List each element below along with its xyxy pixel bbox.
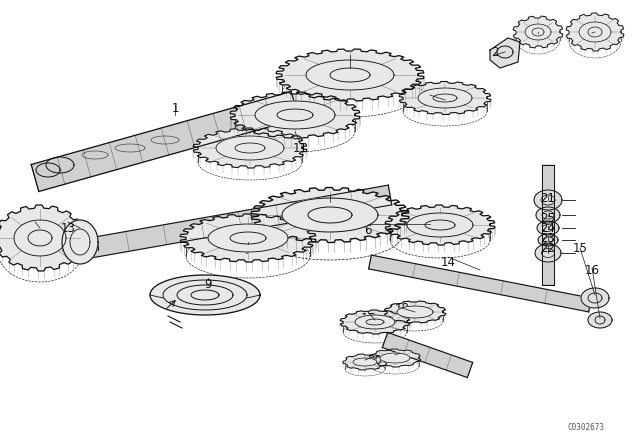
Polygon shape — [62, 220, 98, 264]
Polygon shape — [14, 220, 66, 256]
Polygon shape — [380, 353, 410, 363]
Polygon shape — [588, 312, 612, 328]
Polygon shape — [542, 165, 554, 285]
Polygon shape — [343, 354, 387, 370]
Text: 5: 5 — [326, 202, 333, 215]
Text: 13: 13 — [61, 221, 76, 234]
Polygon shape — [534, 190, 562, 210]
Text: 4: 4 — [588, 26, 596, 39]
Polygon shape — [537, 221, 559, 235]
Polygon shape — [31, 91, 299, 191]
Polygon shape — [581, 288, 609, 308]
Text: 8: 8 — [346, 69, 354, 82]
Text: 10: 10 — [422, 91, 437, 104]
Polygon shape — [216, 136, 284, 160]
Text: C0302673: C0302673 — [568, 423, 605, 432]
Text: 18: 18 — [395, 302, 410, 314]
Polygon shape — [385, 205, 495, 245]
Text: 7: 7 — [244, 244, 252, 257]
Text: 11: 11 — [292, 142, 307, 155]
Text: 2: 2 — [492, 46, 499, 59]
Polygon shape — [525, 24, 551, 40]
Polygon shape — [150, 275, 260, 315]
Text: 20: 20 — [367, 353, 383, 366]
Polygon shape — [535, 244, 561, 262]
Polygon shape — [407, 213, 473, 237]
Polygon shape — [397, 306, 433, 318]
Text: 19: 19 — [392, 352, 408, 365]
Polygon shape — [369, 349, 420, 367]
Text: 23: 23 — [541, 232, 556, 245]
Polygon shape — [208, 224, 288, 252]
Polygon shape — [490, 38, 520, 68]
Text: 6: 6 — [364, 224, 372, 237]
Polygon shape — [251, 188, 409, 242]
Polygon shape — [306, 60, 394, 90]
Text: 3: 3 — [534, 23, 541, 36]
Text: 9: 9 — [204, 279, 212, 292]
Polygon shape — [255, 101, 335, 129]
Text: 22: 22 — [541, 241, 556, 254]
Polygon shape — [566, 13, 624, 51]
Text: 17: 17 — [360, 311, 376, 324]
Polygon shape — [399, 82, 491, 115]
Polygon shape — [384, 301, 445, 323]
Polygon shape — [282, 198, 378, 232]
Polygon shape — [340, 310, 410, 334]
Polygon shape — [369, 255, 591, 312]
Text: 1: 1 — [172, 102, 179, 115]
Polygon shape — [513, 16, 563, 48]
Text: 16: 16 — [584, 263, 600, 276]
Text: 12: 12 — [28, 221, 42, 234]
Text: 14: 14 — [440, 255, 456, 268]
Polygon shape — [353, 358, 377, 366]
Polygon shape — [88, 185, 392, 258]
Polygon shape — [355, 315, 395, 329]
Text: 21: 21 — [541, 191, 556, 204]
Polygon shape — [538, 234, 558, 246]
Polygon shape — [382, 332, 473, 378]
Text: 15: 15 — [573, 241, 588, 254]
Text: 25: 25 — [541, 211, 556, 224]
Polygon shape — [418, 88, 472, 108]
Polygon shape — [230, 92, 360, 138]
Polygon shape — [276, 49, 424, 101]
Polygon shape — [0, 205, 86, 271]
Polygon shape — [579, 22, 611, 42]
Polygon shape — [193, 128, 307, 168]
Polygon shape — [536, 207, 560, 223]
Polygon shape — [180, 214, 316, 262]
Text: 24: 24 — [541, 221, 556, 234]
